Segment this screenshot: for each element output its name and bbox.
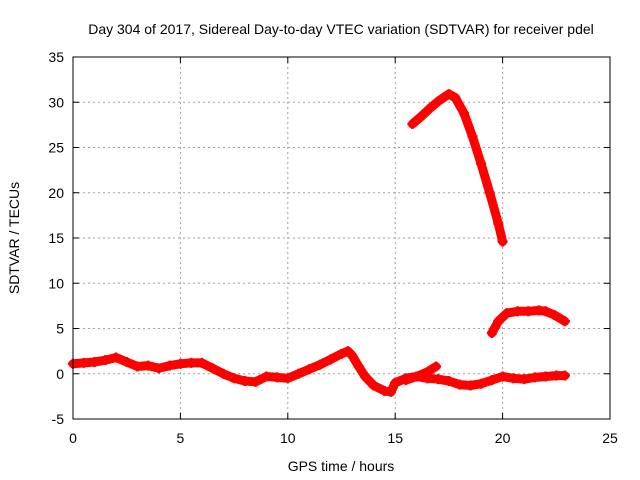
- data-point-high-track-11: [493, 218, 504, 229]
- data-point-baseline-track-16: [239, 375, 250, 386]
- data-point-mid-track-1: [493, 316, 504, 327]
- data-point-high-track-1: [415, 111, 426, 122]
- data-point-baseline-track-30: [368, 380, 379, 391]
- data-point-baseline-track-3: [100, 355, 111, 366]
- data-point-branch-track-1: [411, 371, 422, 382]
- x-tick-label-0: 0: [69, 430, 77, 446]
- data-point-baseline-track-46: [529, 372, 540, 383]
- y-tick-label-20: 20: [48, 185, 64, 201]
- data-point-branch-track-2: [422, 366, 433, 377]
- data-point-high-track-6: [450, 92, 461, 103]
- data-point-baseline-track-29: [360, 371, 371, 382]
- y-tick-label-5: 5: [56, 321, 64, 337]
- data-point-baseline-track-9: [164, 360, 175, 371]
- data-point-baseline-track-38: [443, 375, 454, 386]
- data-point-baseline-track-7: [143, 360, 154, 371]
- data-point-baseline-track-1: [78, 357, 89, 368]
- data-point-baseline-track-43: [497, 371, 508, 382]
- data-point-high-track-5: [443, 89, 454, 100]
- series-high-track: [407, 89, 508, 247]
- data-point-baseline-track-24: [325, 354, 336, 365]
- data-point-mid-track-8: [559, 316, 570, 327]
- data-point-baseline-track-18: [261, 371, 272, 382]
- data-point-baseline-track-22: [304, 364, 315, 375]
- y-tick-label--5: -5: [52, 411, 65, 427]
- data-point-baseline-track-33: [390, 377, 401, 388]
- data-point-baseline-track-11: [186, 357, 197, 368]
- data-point-baseline-track-20: [282, 373, 293, 384]
- data-point-high-track-2: [424, 103, 435, 114]
- data-point-baseline-track-27: [347, 350, 358, 361]
- data-point-high-track-8: [467, 131, 478, 142]
- x-tick-label-25: 25: [602, 430, 618, 446]
- x-tick-label-20: 20: [495, 430, 511, 446]
- series-line-baseline-track: [68, 346, 570, 397]
- data-point-high-track-12: [497, 236, 508, 247]
- data-point-mid-track-3: [512, 306, 523, 317]
- data-point-high-track-10: [484, 187, 495, 198]
- data-point-high-track-0: [407, 118, 418, 129]
- data-point-baseline-track-5: [121, 356, 132, 367]
- data-point-baseline-track-4: [110, 352, 121, 363]
- data-point-baseline-track-48: [551, 370, 562, 381]
- data-point-high-track-7: [458, 108, 469, 119]
- data-point-baseline-track-10: [175, 358, 186, 369]
- data-point-baseline-track-45: [519, 374, 530, 385]
- x-axis-label: GPS time / hours: [288, 458, 395, 474]
- data-point-baseline-track-12: [196, 357, 207, 368]
- data-point-baseline-track-25: [336, 348, 347, 359]
- data-point-branch-track-3: [431, 361, 442, 372]
- data-point-baseline-track-13: [207, 363, 218, 374]
- data-point-baseline-track-23: [315, 359, 326, 370]
- data-point-baseline-track-17: [250, 376, 261, 387]
- y-tick-label-10: 10: [48, 275, 64, 291]
- data-point-baseline-track-39: [454, 379, 465, 390]
- data-point-baseline-track-40: [465, 380, 476, 391]
- data-point-baseline-track-44: [508, 373, 519, 384]
- data-point-baseline-track-15: [229, 373, 240, 384]
- data-point-high-track-9: [476, 158, 487, 169]
- series-line-branch-track: [401, 362, 441, 385]
- data-point-baseline-track-28: [353, 361, 364, 372]
- x-tick-label-5: 5: [177, 430, 185, 446]
- data-point-baseline-track-2: [89, 356, 100, 367]
- series-branch-track: [400, 361, 442, 386]
- data-point-mid-track-4: [523, 306, 534, 317]
- y-tick-label-25: 25: [48, 140, 64, 156]
- y-axis-label: SDTVAR / TECUs: [6, 182, 22, 294]
- chart-title: Day 304 of 2017, Sidereal Day-to-day VTE…: [88, 21, 594, 37]
- data-point-baseline-track-49: [559, 370, 570, 381]
- data-point-baseline-track-8: [153, 363, 164, 374]
- y-tick-label-0: 0: [56, 366, 64, 382]
- data-point-baseline-track-41: [476, 378, 487, 389]
- data-point-mid-track-6: [540, 306, 551, 317]
- data-point-baseline-track-47: [540, 371, 551, 382]
- x-tick-label-15: 15: [387, 430, 403, 446]
- series-mid-track: [486, 305, 570, 339]
- data-point-baseline-track-32: [385, 386, 396, 397]
- y-tick-label-30: 30: [48, 94, 64, 110]
- data-point-mid-track-0: [486, 328, 497, 339]
- data-point-baseline-track-19: [272, 372, 283, 383]
- y-tick-label-35: 35: [48, 49, 64, 65]
- data-point-branch-track-0: [400, 375, 411, 386]
- data-point-mid-track-7: [549, 309, 560, 320]
- data-point-baseline-track-42: [486, 375, 497, 386]
- data-point-high-track-3: [433, 96, 444, 107]
- data-point-mid-track-2: [501, 308, 512, 319]
- data-point-baseline-track-6: [132, 361, 143, 372]
- x-tick-label-10: 10: [280, 430, 296, 446]
- data-point-baseline-track-37: [433, 374, 444, 385]
- series-baseline-track: [68, 346, 570, 397]
- data-point-baseline-track-14: [218, 368, 229, 379]
- y-tick-label-15: 15: [48, 230, 64, 246]
- data-point-baseline-track-21: [293, 368, 304, 379]
- series-layer: [68, 89, 570, 397]
